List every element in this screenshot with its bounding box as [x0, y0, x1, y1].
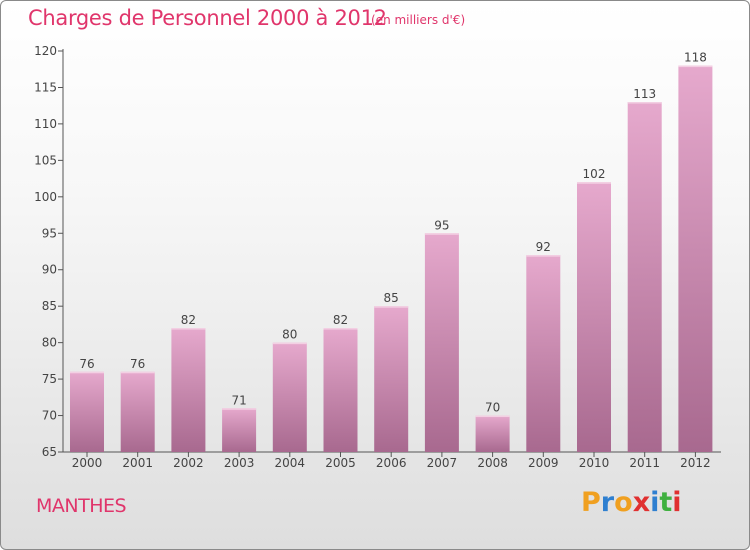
bar [678, 65, 713, 452]
y-tick-label: 70 [42, 409, 57, 423]
x-tick-label: 2005 [325, 456, 356, 470]
logo-letter: i [650, 487, 660, 518]
bar [526, 255, 561, 452]
bar-top-highlight [475, 415, 510, 418]
x-tick-label: 2007 [427, 456, 458, 470]
x-tick-label: 2009 [528, 456, 559, 470]
bar [627, 102, 662, 452]
data-label: 118 [684, 51, 707, 65]
y-tick-label: 110 [34, 117, 57, 131]
y-tick-label: 115 [34, 80, 57, 94]
x-tick-label: 2002 [173, 456, 204, 470]
x-tick-label: 2008 [477, 456, 508, 470]
y-tick-label: 95 [42, 226, 57, 240]
data-label: 102 [583, 167, 606, 181]
x-tick-label: 2006 [376, 456, 407, 470]
bar-top-highlight [678, 65, 713, 68]
bar-top-highlight [577, 182, 611, 184]
bar-top-highlight [120, 371, 155, 374]
y-tick-label: 75 [42, 372, 57, 386]
y-tick-label: 85 [42, 299, 57, 313]
bar-top-highlight [171, 328, 206, 330]
bar [70, 371, 104, 452]
bar-top-highlight [272, 342, 307, 345]
data-label: 113 [633, 87, 656, 101]
data-label: 70 [485, 401, 500, 415]
y-tick-label: 105 [34, 153, 57, 167]
chart-title: Charges de Personnel 2000 à 2012 [28, 6, 387, 30]
data-label: 76 [79, 357, 94, 371]
x-tick-label: 2000 [72, 456, 103, 470]
logo-letter: o [614, 487, 633, 518]
chart-subtitle: (en milliers d'€) [371, 13, 466, 27]
bar-top-highlight [323, 328, 358, 330]
bar-top-highlight [374, 306, 409, 308]
data-label: 85 [384, 291, 399, 305]
bar-top-highlight [526, 255, 561, 257]
y-tick-label: 80 [42, 336, 57, 350]
x-tick-label: 2003 [224, 456, 255, 470]
bar [222, 408, 257, 452]
y-tick-label: 90 [42, 263, 57, 277]
bar [120, 371, 155, 452]
bar [424, 233, 459, 452]
logo-letter: r [600, 487, 615, 518]
bar [171, 328, 206, 452]
logo-letter: i [672, 487, 682, 518]
data-label: 92 [536, 240, 551, 254]
data-label: 82 [181, 313, 196, 327]
y-tick-label: 65 [42, 445, 57, 459]
bar [475, 415, 510, 452]
y-tick-label: 100 [34, 190, 57, 204]
data-label: 71 [231, 393, 246, 407]
y-tick-label: 120 [34, 44, 57, 58]
bar [577, 182, 611, 452]
data-label: 76 [130, 357, 145, 371]
x-tick-label: 2012 [680, 456, 711, 470]
data-label: 95 [434, 218, 449, 232]
logo-letter: P [581, 487, 601, 518]
logo-letter: x [632, 487, 651, 518]
bar-top-highlight [627, 102, 662, 104]
x-tick-label: 2004 [275, 456, 306, 470]
data-label: 82 [333, 313, 348, 327]
logo-letter: t [659, 487, 673, 518]
x-tick-label: 2011 [629, 456, 660, 470]
town-name: MANTHES [36, 495, 127, 517]
x-tick-label: 2001 [122, 456, 153, 470]
x-tick-label: 2010 [579, 456, 610, 470]
bar [323, 328, 358, 452]
bar-top-highlight [222, 408, 257, 410]
bar-top-highlight [70, 371, 104, 374]
bar-top-highlight [424, 233, 459, 235]
bar [272, 342, 307, 452]
data-label: 80 [282, 328, 297, 342]
proxiti-logo: Proxiti [581, 487, 682, 518]
bar [374, 306, 409, 452]
